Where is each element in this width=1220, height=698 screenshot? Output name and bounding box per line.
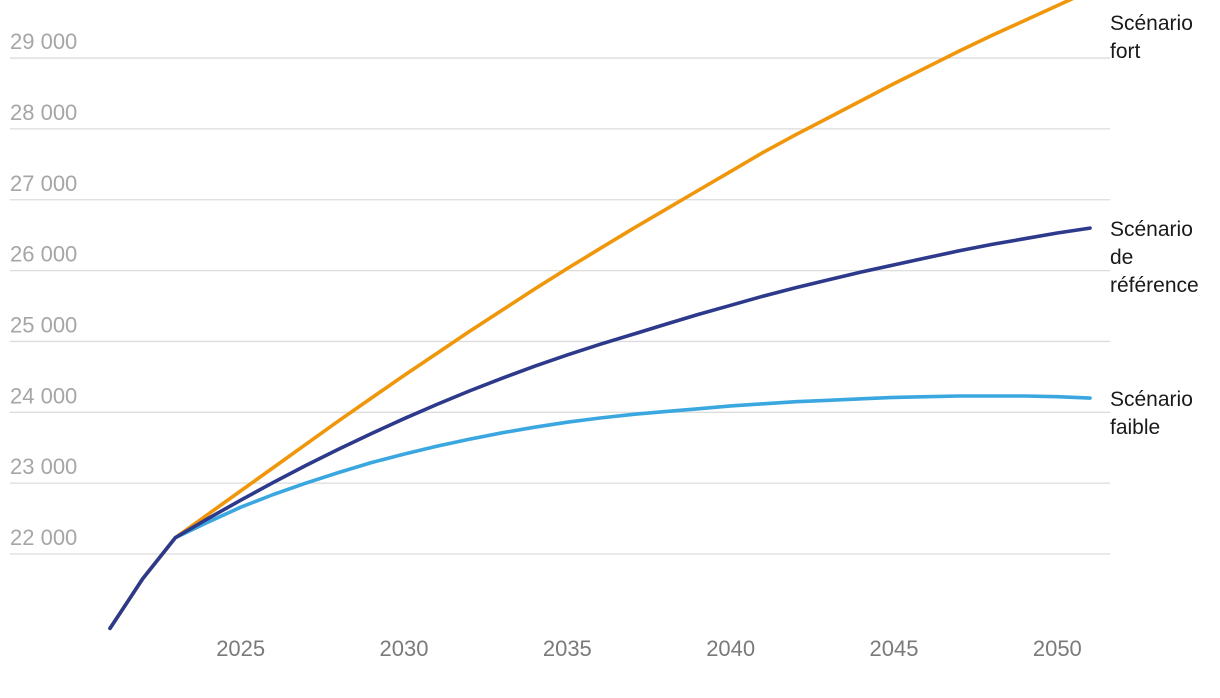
y-tick-label: 23 000 xyxy=(10,454,77,479)
series-label: Scénario fort xyxy=(1110,12,1193,63)
x-axis-ticks: 2025 2030 2035 2040 2045 2050 xyxy=(216,636,1082,661)
series-lines xyxy=(108,0,1092,631)
y-axis-ticks: 22 000 23 000 24 000 25 000 26 000 27 000 28 0… xyxy=(10,29,77,550)
x-tick-label: 2045 xyxy=(870,636,919,661)
gridlines xyxy=(10,57,1110,555)
x-tick-label: 2035 xyxy=(543,636,592,661)
series-line xyxy=(108,394,1092,631)
series-label: Scénario de référence xyxy=(1110,218,1199,297)
x-tick-label: 2050 xyxy=(1033,636,1082,661)
y-tick-label: 28 000 xyxy=(10,100,77,125)
series-line xyxy=(108,226,1092,631)
y-tick-label: 24 000 xyxy=(10,383,77,408)
y-tick-label: 27 000 xyxy=(10,171,77,196)
x-tick-label: 2040 xyxy=(706,636,755,661)
series-labels: Scénario fort Scénario de référence Scénario f… xyxy=(1110,12,1199,439)
y-tick-label: 26 000 xyxy=(10,242,77,267)
y-tick-label: 29 000 xyxy=(10,29,77,54)
y-tick-label: 22 000 xyxy=(10,525,77,550)
series-line xyxy=(108,0,1074,631)
y-tick-label: 25 000 xyxy=(10,312,77,337)
series-label: Scénario faible xyxy=(1110,388,1193,439)
x-tick-label: 2025 xyxy=(216,636,265,661)
x-tick-label: 2030 xyxy=(380,636,429,661)
